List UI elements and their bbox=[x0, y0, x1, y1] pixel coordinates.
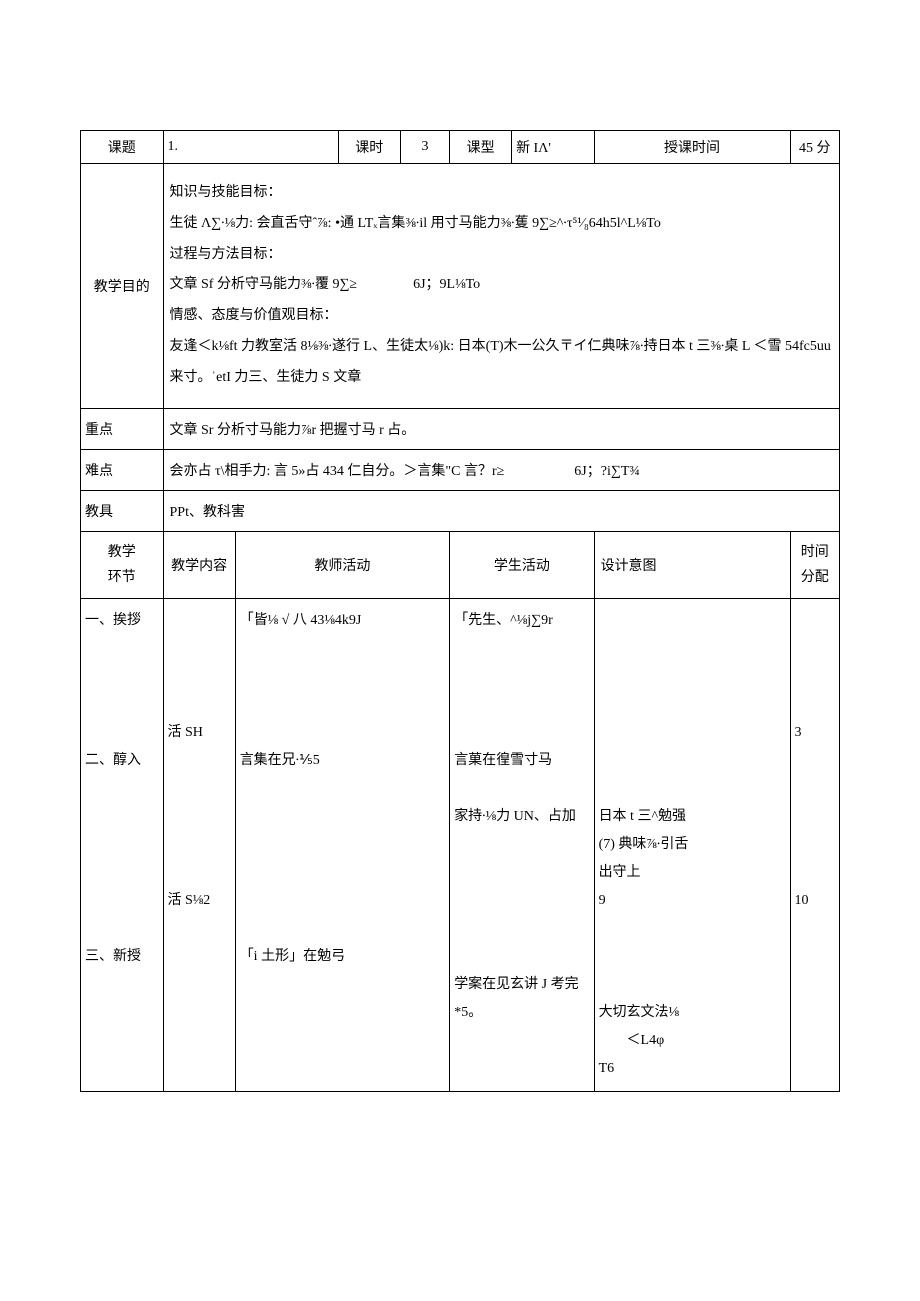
cell-intent-body: 日本 t 三^勉强 (7) 典味⅞∙引舌 出守上 9 大切玄文法⅛ ＜L4φ T… bbox=[594, 598, 790, 1091]
cell-content-body: 活 SH 活 S⅛2 bbox=[163, 598, 235, 1091]
cell-keypoint-label: 重点 bbox=[81, 408, 164, 449]
cell-teacher-header: 教师活动 bbox=[235, 531, 450, 598]
cell-period-label: 课时 bbox=[338, 131, 400, 164]
cell-teacher-body: 「皆⅛ √ 八 43⅛4k9J 言集在兄∙⅕5 「i 土形」在勉弓 bbox=[235, 598, 450, 1091]
table-row: 一、挨拶 二、醇入 三、新授 活 SH 活 S⅛2 「皆⅛ √ 八 43⅛4k9… bbox=[81, 598, 840, 1091]
cell-keypoint-content: 文章 Sr 分析寸马能力⅞r 把握寸马 r 占。 bbox=[163, 408, 840, 449]
cell-objectives-label: 教学目的 bbox=[81, 164, 164, 409]
cell-time-value: 45 分 bbox=[790, 131, 840, 164]
table-row: 课题 1. 课时 3 课型 新 IΛ' 授课时间 45 分 bbox=[81, 131, 840, 164]
cell-period-value: 3 bbox=[400, 131, 450, 164]
cell-stage-header: 教学 环节 bbox=[81, 531, 164, 598]
cell-topic-value: 1. bbox=[163, 131, 338, 164]
cell-timealloc-body: 3 10 bbox=[790, 598, 840, 1091]
cell-difficulty-content: 会亦占 τ\相手力: 言 5»占 434 仁自分。＞言集"C 言？r≥ 6J；?… bbox=[163, 449, 840, 490]
table-row: 难点 会亦占 τ\相手力: 言 5»占 434 仁自分。＞言集"C 言？r≥ 6… bbox=[81, 449, 840, 490]
lesson-plan-table: 课题 1. 课时 3 课型 新 IΛ' 授课时间 45 分 教学目的 知识与技能… bbox=[80, 130, 840, 1092]
cell-student-header: 学生活动 bbox=[450, 531, 594, 598]
cell-type-label: 课型 bbox=[450, 131, 512, 164]
cell-timealloc-header: 时间 分配 bbox=[790, 531, 840, 598]
cell-type-value: 新 IΛ' bbox=[512, 131, 595, 164]
cell-tools-content: PPt、教科害 bbox=[163, 490, 840, 531]
cell-content-header: 教学内容 bbox=[163, 531, 235, 598]
table-row: 教具 PPt、教科害 bbox=[81, 490, 840, 531]
table-row: 教学 环节 教学内容 教师活动 学生活动 设计意图 时间 分配 bbox=[81, 531, 840, 598]
table-row: 重点 文章 Sr 分析寸马能力⅞r 把握寸马 r 占。 bbox=[81, 408, 840, 449]
cell-stage-body: 一、挨拶 二、醇入 三、新授 bbox=[81, 598, 164, 1091]
cell-tools-label: 教具 bbox=[81, 490, 164, 531]
cell-difficulty-label: 难点 bbox=[81, 449, 164, 490]
cell-objectives-content: 知识与技能目标： 生徒 Λ∑∙⅛力: 会直舌守ˆ⅞: •通 LTₓ言集⅜∙il … bbox=[163, 164, 840, 409]
cell-intent-header: 设计意图 bbox=[594, 531, 790, 598]
cell-student-body: 「先生、^⅛j∑9r 言菓在徨雪寸马 家持∙⅛力 UN、占加 学案在见玄讲 J … bbox=[450, 598, 594, 1091]
table-row: 教学目的 知识与技能目标： 生徒 Λ∑∙⅛力: 会直舌守ˆ⅞: •通 LTₓ言集… bbox=[81, 164, 840, 409]
cell-time-label: 授课时间 bbox=[594, 131, 790, 164]
cell-topic-label: 课题 bbox=[81, 131, 164, 164]
